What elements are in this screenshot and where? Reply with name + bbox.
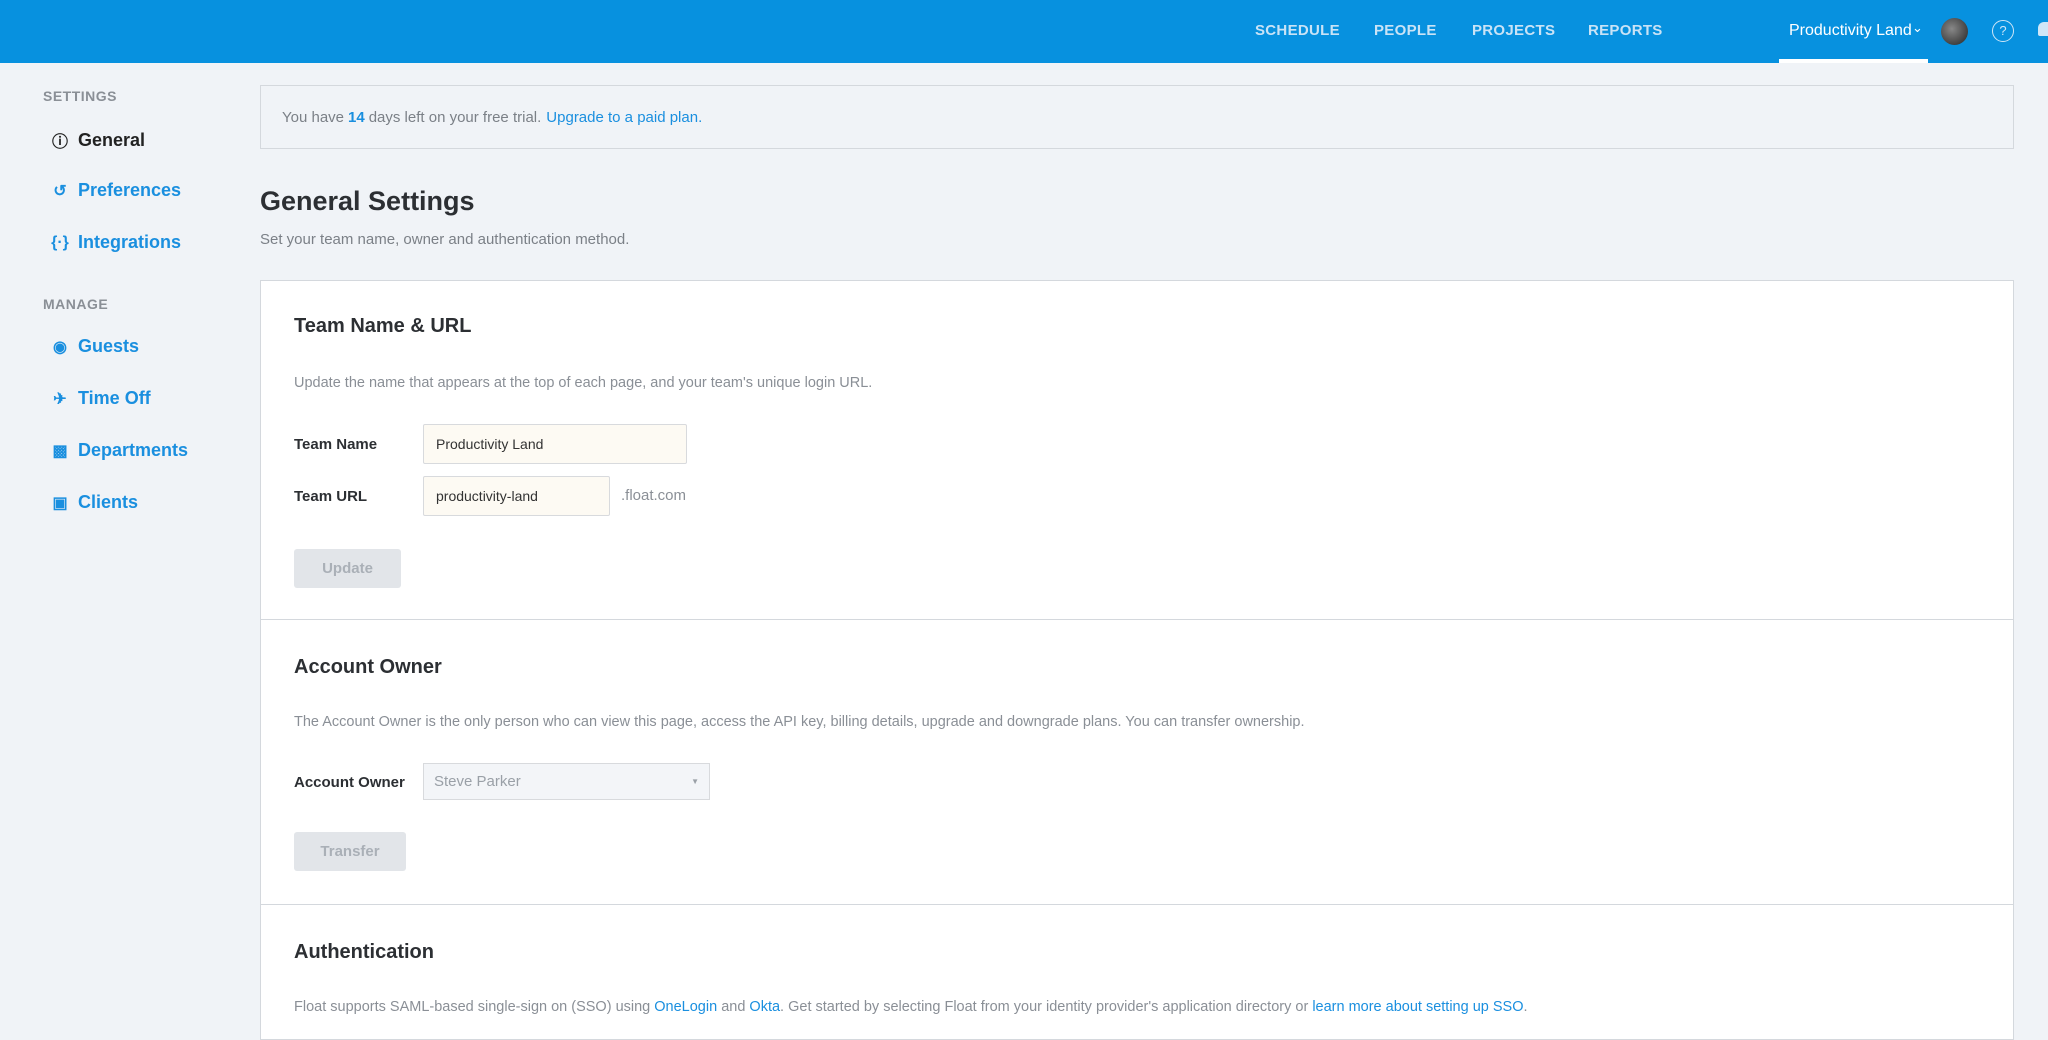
trial-days: 14: [348, 108, 365, 126]
sidebar-item-label: Departments: [78, 440, 189, 460]
onelogin-link[interactable]: OneLogin: [654, 999, 718, 1015]
top-nav-bar: SCHEDULE PEOPLE PROJECTS REPORTS Product…: [0, 0, 2048, 63]
divider: [261, 619, 2013, 620]
transfer-button[interactable]: Transfer: [294, 832, 406, 871]
sidebar-heading-manage: MANAGE: [43, 296, 109, 312]
page-title: General Settings: [260, 186, 475, 216]
owner-section-description: The Account Owner is the only person who…: [294, 714, 1305, 730]
banner-text: days left on your free trial.: [368, 108, 542, 126]
account-owner-label: Account Owner: [294, 774, 405, 791]
history-icon: ↺: [53, 182, 67, 200]
upgrade-link[interactable]: Upgrade to a paid plan.: [546, 108, 703, 126]
sidebar-item-time-off[interactable]: ✈ Time Off: [50, 388, 151, 409]
nav-people[interactable]: PEOPLE: [1374, 22, 1437, 39]
url-suffix: .float.com: [621, 487, 687, 504]
owner-section-heading: Account Owner: [294, 656, 442, 678]
team-section-description: Update the name that appears at the top …: [294, 375, 873, 391]
team-name-label: Team Name: [294, 436, 378, 453]
active-indicator: [1779, 59, 1928, 63]
settings-card: Team Name & URL Update the name that app…: [260, 280, 2014, 1040]
chevron-down-icon[interactable]: ⌄: [1912, 20, 1923, 35]
sidebar-item-general[interactable]: ⓘ General: [50, 128, 145, 152]
braces-icon: {·}: [51, 233, 69, 251]
sidebar-item-label: Preferences: [78, 180, 182, 200]
nav-projects[interactable]: PROJECTS: [1472, 22, 1556, 39]
sso-learn-more-link[interactable]: learn more about setting up SSO: [1312, 999, 1524, 1015]
team-menu[interactable]: Productivity Land: [1789, 22, 1912, 39]
account-owner-select[interactable]: Steve Parker ▼: [423, 763, 710, 800]
sidebar-heading-settings: SETTINGS: [43, 88, 118, 104]
sidebar-item-label: Clients: [78, 492, 139, 512]
user-circle-icon: ◉: [53, 338, 67, 356]
sidebar-item-label: Time Off: [78, 388, 151, 408]
team-section-heading: Team Name & URL: [294, 315, 472, 337]
sidebar-item-clients[interactable]: ▣ Clients: [50, 492, 138, 513]
selected-owner: Steve Parker: [434, 773, 521, 790]
nav-reports[interactable]: REPORTS: [1588, 22, 1663, 39]
team-name-input[interactable]: [423, 424, 687, 464]
page-subtitle: Set your team name, owner and authentica…: [260, 231, 630, 248]
trial-banner: You have 14 days left on your free trial. U…: [260, 85, 2014, 149]
avatar[interactable]: [1941, 18, 1968, 45]
dropdown-caret-icon: ▼: [691, 777, 699, 786]
update-button[interactable]: Update: [294, 549, 401, 588]
banner-text: You have: [282, 108, 345, 126]
sitemap-icon: ▩: [52, 442, 68, 460]
sidebar-item-guests[interactable]: ◉ Guests: [50, 336, 139, 357]
notification-icon[interactable]: [2038, 22, 2048, 36]
sidebar-item-preferences[interactable]: ↺ Preferences: [50, 180, 181, 201]
help-icon[interactable]: ?: [1992, 20, 2014, 42]
nav-schedule[interactable]: SCHEDULE: [1255, 22, 1340, 39]
auth-section-description: Float supports SAML-based single-sign on…: [294, 999, 1528, 1015]
sidebar-item-label: Integrations: [78, 232, 182, 252]
info-icon: ⓘ: [51, 134, 68, 151]
sidebar-item-departments[interactable]: ▩ Departments: [50, 440, 188, 461]
sidebar-item-label: General: [78, 129, 146, 150]
divider: [261, 904, 2013, 905]
okta-link[interactable]: Okta: [749, 999, 781, 1015]
sidebar-item-label: Guests: [78, 336, 140, 356]
team-url-input[interactable]: [423, 476, 610, 516]
sidebar-item-integrations[interactable]: {·} Integrations: [50, 232, 181, 253]
plane-icon: ✈: [53, 390, 67, 408]
auth-section-heading: Authentication: [294, 941, 434, 963]
team-url-label: Team URL: [294, 488, 368, 505]
briefcase-icon: ▣: [52, 494, 68, 512]
